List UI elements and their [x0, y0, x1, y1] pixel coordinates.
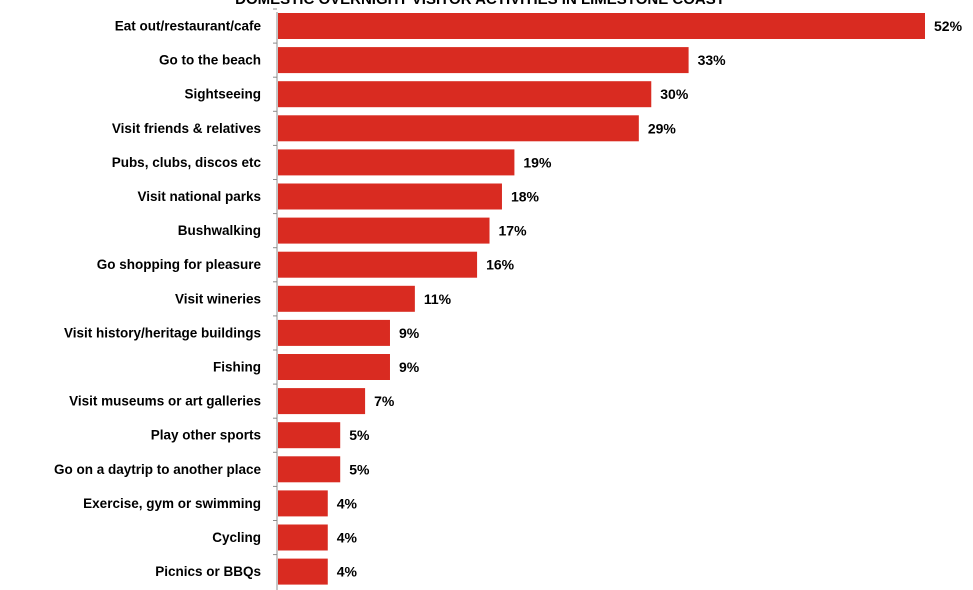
category-label: Visit history/heritage buildings	[64, 325, 261, 340]
category-label: Pubs, clubs, discos etc	[112, 155, 262, 170]
category-label: Eat out/restaurant/cafe	[115, 19, 262, 34]
value-label: 19%	[523, 154, 552, 170]
category-label: Visit national parks	[137, 189, 261, 204]
category-label: Bushwalking	[178, 223, 261, 238]
value-label: 5%	[349, 427, 370, 443]
value-label: 7%	[374, 393, 395, 409]
bar	[278, 285, 415, 312]
bar	[278, 217, 490, 244]
category-label: Play other sports	[151, 428, 261, 443]
category-label: Visit wineries	[175, 291, 261, 306]
category-label: Picnics or BBQs	[155, 564, 261, 579]
value-label: 5%	[349, 461, 370, 477]
category-label: Go to the beach	[159, 53, 261, 68]
bar	[278, 115, 639, 142]
category-label: Visit friends & relatives	[112, 121, 261, 136]
value-label: 11%	[424, 291, 452, 307]
value-label: 4%	[337, 564, 358, 580]
value-label: 9%	[399, 359, 420, 375]
value-label: 18%	[511, 189, 540, 205]
category-label: Go shopping for pleasure	[97, 257, 262, 272]
bar	[278, 456, 341, 483]
bar	[278, 524, 328, 551]
value-label: 52%	[934, 18, 963, 34]
value-label: 4%	[337, 530, 358, 546]
bar	[278, 319, 390, 346]
value-label: 16%	[486, 257, 515, 273]
value-label: 4%	[337, 495, 358, 511]
value-label: 17%	[499, 223, 528, 239]
value-label: 33%	[698, 52, 727, 68]
bar	[278, 558, 328, 585]
category-label: Visit museums or art galleries	[69, 394, 261, 409]
value-label: 9%	[399, 325, 420, 341]
bar	[278, 354, 390, 380]
chart-title: DOMESTIC OVERNIGHT VISITOR ACTIVITIES IN…	[235, 0, 725, 8]
value-label: 30%	[660, 86, 689, 102]
category-label: Sightseeing	[184, 87, 261, 102]
bar	[278, 47, 689, 74]
bar	[278, 183, 502, 210]
bar	[278, 422, 341, 449]
category-label: Exercise, gym or swimming	[83, 496, 261, 511]
category-label: Fishing	[213, 360, 261, 375]
category-label: Cycling	[212, 530, 261, 545]
bar	[278, 81, 652, 108]
bar	[278, 149, 515, 176]
bar	[278, 251, 478, 278]
bar	[278, 13, 925, 39]
bar	[278, 388, 366, 415]
value-label: 29%	[648, 120, 677, 136]
bar	[278, 490, 328, 517]
category-label: Go on a daytrip to another place	[54, 462, 262, 477]
